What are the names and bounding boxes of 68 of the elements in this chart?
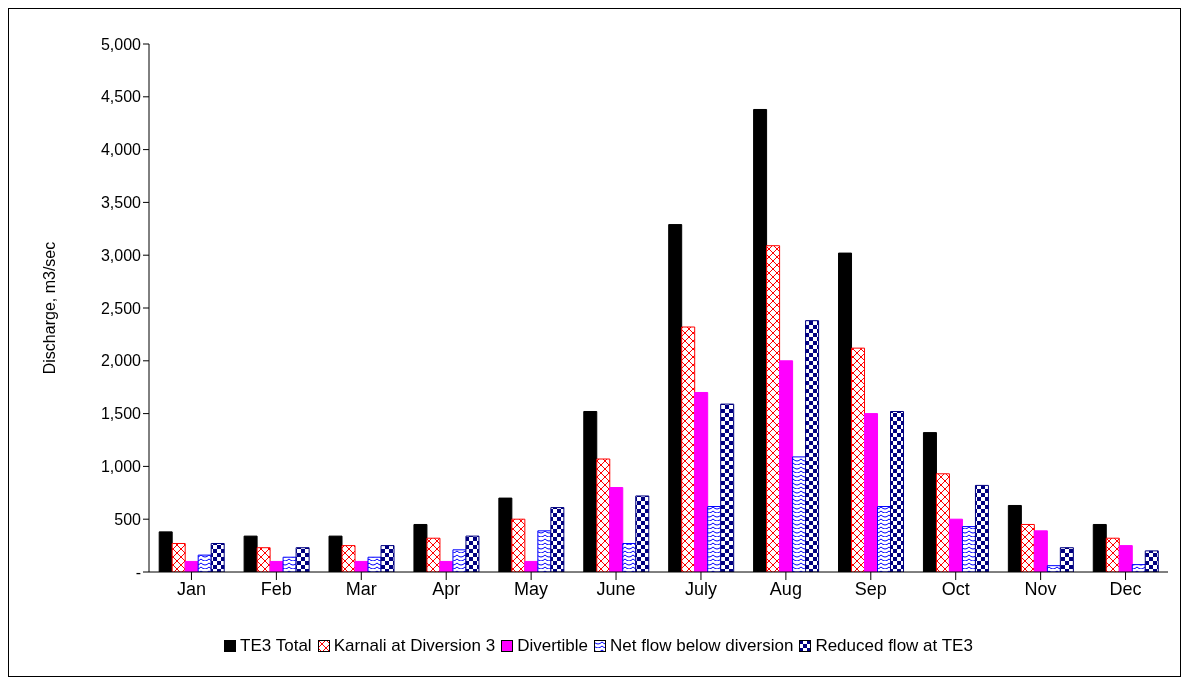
- legend-label: TE3 Total: [240, 636, 312, 656]
- bar: [1020, 523, 1035, 572]
- x-tick-label: Sep: [854, 578, 887, 599]
- bar: [635, 495, 650, 572]
- x-tick-label: Oct: [941, 578, 970, 599]
- x-tick-label: Aug: [769, 578, 802, 599]
- y-tick-label: 1,500: [100, 405, 142, 423]
- bar: [550, 507, 565, 572]
- legend-label: Reduced flow at TE3: [815, 636, 973, 656]
- bar: [596, 458, 611, 572]
- bar: [341, 545, 356, 572]
- bar: [720, 403, 735, 572]
- x-tick-label: Mar: [345, 578, 377, 599]
- y-tick-label: 500: [114, 510, 142, 528]
- bar: [511, 518, 526, 572]
- x-tick-label: Dec: [1109, 578, 1142, 599]
- y-tick-label: 4,500: [100, 88, 142, 106]
- bar: [681, 326, 696, 572]
- x-tick-label: June: [596, 578, 636, 599]
- bar: [295, 547, 310, 572]
- bar: [1105, 537, 1120, 572]
- bar: [465, 535, 480, 572]
- bar: [779, 360, 794, 572]
- bar: [452, 549, 467, 572]
- bar: [805, 320, 820, 572]
- bar: [792, 456, 807, 572]
- bar: [1059, 547, 1074, 572]
- x-tick-label: Apr: [432, 578, 461, 599]
- bar: [1033, 530, 1048, 572]
- y-tick-label: 1,000: [100, 458, 142, 476]
- legend-label: Divertible: [517, 636, 589, 656]
- bar: [609, 487, 624, 572]
- bar: [851, 347, 866, 572]
- x-tick-label: Nov: [1024, 578, 1057, 599]
- bar: [380, 545, 395, 572]
- bar: [622, 542, 637, 572]
- bar: [1144, 550, 1159, 572]
- bar: [948, 518, 963, 572]
- y-tick-label: 2,500: [100, 299, 142, 317]
- y-tick-label: 2,000: [100, 352, 142, 370]
- y-tick-label: 3,500: [100, 194, 142, 212]
- bar: [171, 542, 186, 572]
- x-tick-label: Jan: [176, 578, 206, 599]
- bar: [707, 506, 722, 572]
- bar: [210, 542, 225, 572]
- legend-label: Net flow below diversion: [610, 636, 794, 656]
- y-axis-title: Discharge, m3/sec: [40, 241, 58, 375]
- bar: [426, 537, 441, 572]
- x-tick-label: Feb: [260, 578, 292, 599]
- bar: [890, 410, 905, 572]
- y-tick-label: 5,000: [100, 35, 142, 53]
- x-tick-label: July: [684, 578, 717, 599]
- bar: [877, 506, 892, 572]
- bar: [974, 484, 989, 572]
- y-tick-label: -: [135, 563, 141, 581]
- bar: [256, 547, 271, 572]
- bar: [1118, 545, 1133, 572]
- y-tick-label: 3,000: [100, 246, 142, 264]
- y-tick-label: 4,000: [100, 141, 142, 159]
- legend-label: Karnali at Diversion 3: [333, 636, 496, 656]
- bar: [864, 413, 879, 572]
- bar: [961, 526, 976, 572]
- bar: [537, 530, 552, 572]
- bar: [766, 245, 781, 572]
- bar: [935, 473, 950, 572]
- bar: [197, 554, 212, 572]
- x-tick-label: May: [514, 578, 549, 599]
- bar: [694, 391, 709, 572]
